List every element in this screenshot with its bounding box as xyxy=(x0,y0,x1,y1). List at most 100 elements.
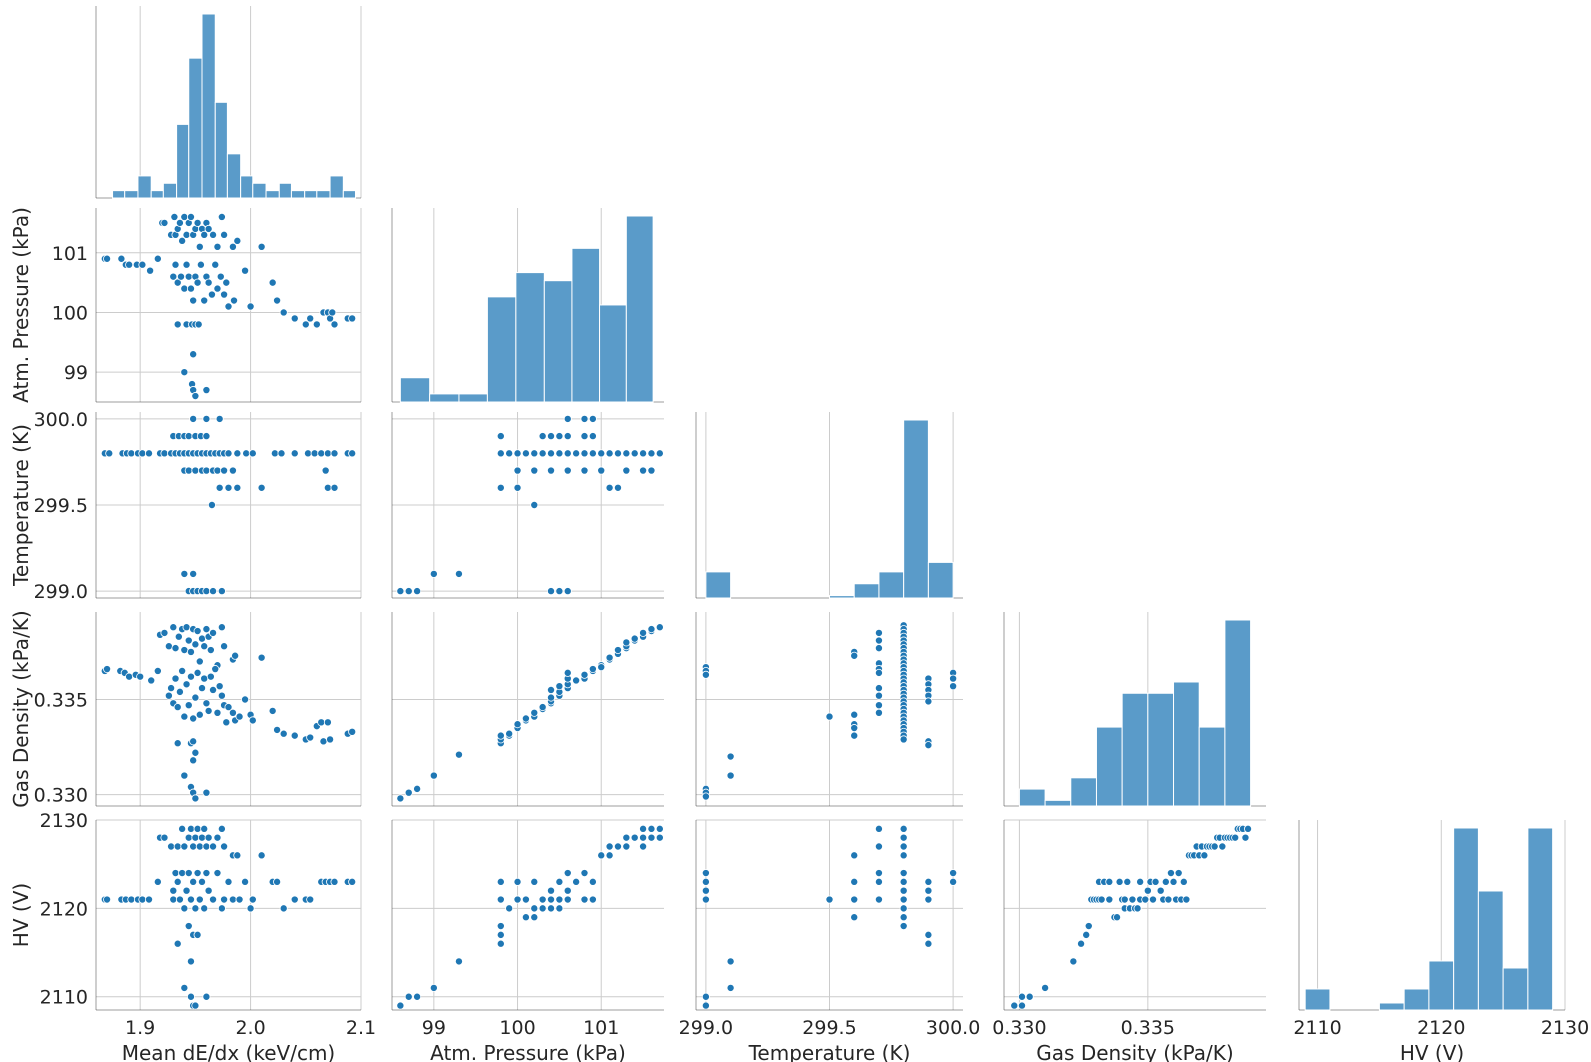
hist-bar xyxy=(137,175,152,199)
scatter-point xyxy=(230,296,239,305)
hist-bar xyxy=(543,280,573,403)
scatter-point xyxy=(193,668,202,677)
scatter-point xyxy=(924,741,933,750)
scatter-point xyxy=(182,623,191,632)
scatter-point xyxy=(175,218,184,227)
scatter-point xyxy=(224,449,233,458)
scatter-point xyxy=(630,634,639,643)
scatter-point xyxy=(209,895,218,904)
scatter-point xyxy=(216,272,225,281)
scatter-point xyxy=(924,895,933,904)
scatter-point xyxy=(538,432,547,441)
hist-bar xyxy=(927,561,954,599)
scatter-point xyxy=(167,842,176,851)
scatter-point xyxy=(726,771,735,780)
scatter-point xyxy=(413,587,422,596)
scatter-point xyxy=(215,414,224,423)
hist-bar xyxy=(278,182,292,199)
scatter-point xyxy=(1041,983,1050,992)
scatter-point xyxy=(647,449,656,458)
scatter-point xyxy=(530,466,539,475)
scatter-point xyxy=(496,483,505,492)
scatter-point xyxy=(622,449,631,458)
panel-dedx-vs-hv xyxy=(95,819,362,1011)
panel-dedx-vs-pressure xyxy=(95,208,362,403)
scatter-point xyxy=(850,913,859,922)
scatter-point xyxy=(206,646,215,655)
scatter-point xyxy=(613,646,622,655)
scatter-point xyxy=(850,731,859,740)
hist-bar xyxy=(1502,967,1529,1011)
scatter-point xyxy=(312,320,321,329)
scatter-point xyxy=(726,752,735,761)
scatter-point xyxy=(193,824,202,833)
scatter-point xyxy=(899,824,908,833)
scatter-point xyxy=(701,670,710,679)
scatter-dedx-vs-density xyxy=(100,623,357,803)
scatter-point xyxy=(173,703,182,712)
y-tick-label-2130: 2130 xyxy=(40,810,88,832)
scatter-point xyxy=(496,449,505,458)
scatter-point xyxy=(1082,930,1091,939)
scatter-point xyxy=(215,483,224,492)
scatter-point xyxy=(330,483,339,492)
scatter-point xyxy=(213,869,222,878)
x-tick-label-0-330: 0.330 xyxy=(992,1017,1046,1039)
scatter-point xyxy=(171,869,180,878)
scatter-point xyxy=(189,877,198,886)
scatter-point xyxy=(317,718,326,727)
scatter-point xyxy=(647,466,656,475)
scatter-point xyxy=(220,642,229,651)
scatter-point xyxy=(547,466,556,475)
scatter-point xyxy=(530,904,539,913)
scatter-point xyxy=(301,320,310,329)
histogram-density xyxy=(1018,619,1252,807)
scatter-point xyxy=(874,869,883,878)
scatter-point xyxy=(125,260,134,269)
scatter-point xyxy=(396,1001,405,1010)
scatter-point xyxy=(613,483,622,492)
hist-bar xyxy=(1477,890,1504,1011)
scatter-point xyxy=(173,278,182,287)
scatter-point xyxy=(323,449,332,458)
scatter-point xyxy=(303,449,312,458)
scatter-point xyxy=(191,904,200,913)
scatter-point xyxy=(899,922,908,931)
scatter-point xyxy=(330,320,339,329)
scatter-point xyxy=(193,627,202,636)
scatter-point xyxy=(217,691,226,700)
scatter-point xyxy=(184,466,193,475)
scatter-point xyxy=(213,833,222,842)
scatter-point xyxy=(290,731,299,740)
histogram-hv xyxy=(1304,827,1554,1011)
scatter-point xyxy=(246,302,255,311)
scatter-point xyxy=(175,895,184,904)
scatter-point xyxy=(209,628,218,637)
hist-bar xyxy=(1147,692,1175,807)
y-axis-label-temperature: Temperature (K) xyxy=(9,424,33,587)
scatter-point xyxy=(1161,877,1170,886)
scatter-point xyxy=(167,684,176,693)
scatter-point xyxy=(171,644,180,653)
scatter-point xyxy=(103,665,112,674)
scatter-point xyxy=(580,869,589,878)
scatter-point xyxy=(348,449,357,458)
hist-bar xyxy=(176,123,190,199)
scatter-point xyxy=(513,483,522,492)
scatter-point xyxy=(257,483,266,492)
y-axis-label-pressure: Atm. Pressure (kPa) xyxy=(9,207,33,403)
scatter-point xyxy=(196,260,205,269)
scatter-density-vs-hv xyxy=(1010,824,1253,1010)
scatter-point xyxy=(204,224,213,233)
scatter-point xyxy=(180,368,189,377)
x-tick-label-2-1: 2.1 xyxy=(346,1017,376,1039)
scatter-point xyxy=(191,466,200,475)
scatter-point xyxy=(1218,842,1227,851)
scatter-point xyxy=(127,895,136,904)
scatter-point xyxy=(1105,895,1114,904)
scatter-point xyxy=(169,272,178,281)
scatter-point xyxy=(588,414,597,423)
scatter-point xyxy=(180,569,189,578)
hist-bar xyxy=(1095,726,1123,807)
scatter-point xyxy=(899,904,908,913)
